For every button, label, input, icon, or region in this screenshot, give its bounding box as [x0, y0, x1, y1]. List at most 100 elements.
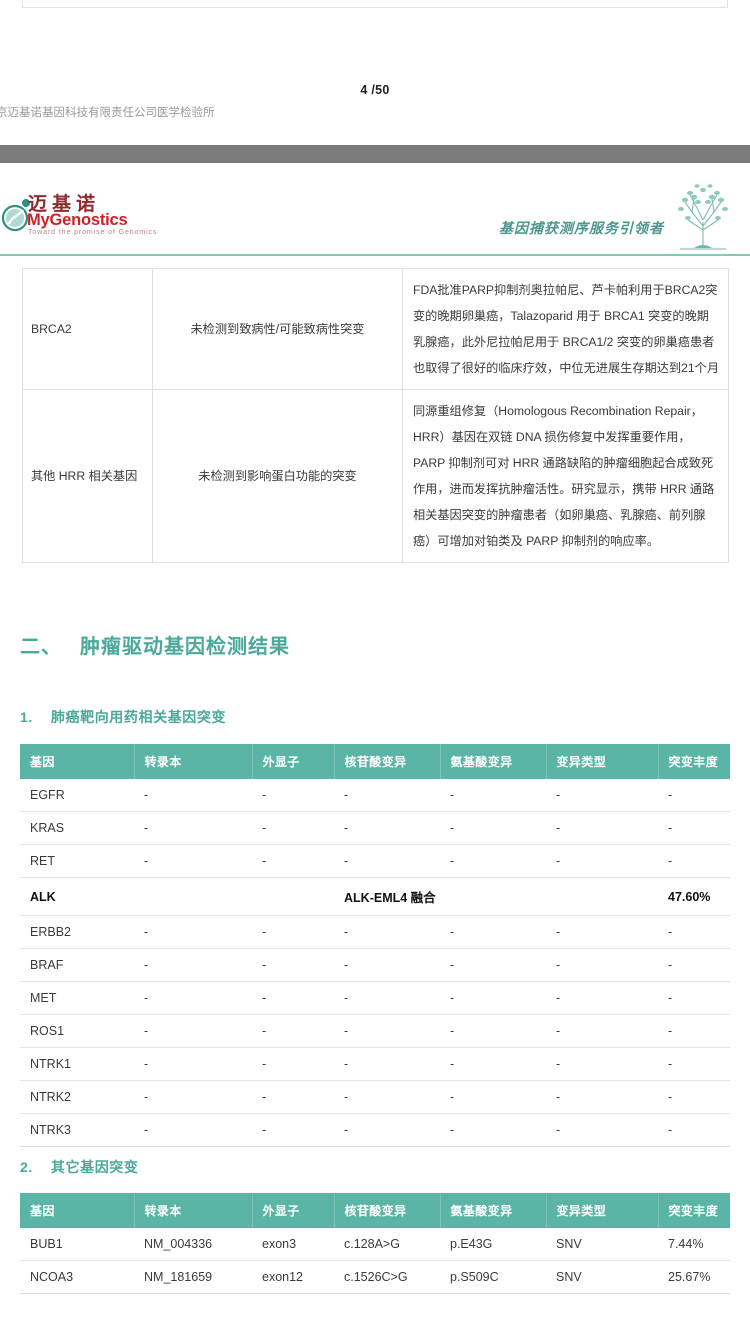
- cell-transcript: -: [134, 1113, 252, 1147]
- cell-amino-acid: -: [440, 981, 546, 1015]
- cell-amino-acid: -: [440, 948, 546, 982]
- section-number: 二、: [20, 636, 62, 658]
- header-divider: [0, 254, 750, 256]
- cell-transcript: -: [134, 844, 252, 878]
- footer-company-name: 京迈基诺基因科技有限责任公司医学检验所: [0, 107, 215, 119]
- cell-variant-type: -: [546, 981, 658, 1015]
- table-row: NCOA3 NM_181659 exon12 c.1526C>G p.S509C…: [20, 1260, 730, 1294]
- cell-nucleotide: -: [334, 1080, 440, 1114]
- cell-vaf: -: [658, 844, 730, 878]
- cell-gene: NTRK3: [20, 1113, 134, 1147]
- cell-gene: NCOA3: [20, 1260, 134, 1294]
- cell-transcript: -: [134, 1047, 252, 1081]
- hrr-gene-name: BRCA2: [22, 268, 153, 390]
- cell-exon: -: [252, 981, 334, 1015]
- cell-transcript: -: [134, 1014, 252, 1048]
- cell-nucleotide: -: [334, 948, 440, 982]
- page-number: 4 /50: [360, 83, 390, 97]
- cell-gene: EGFR: [20, 779, 134, 812]
- column-header-transcript: 转录本: [134, 1193, 253, 1228]
- cell-transcript: NM_181659: [134, 1260, 252, 1294]
- section-heading-two: 二、 肿瘤驱动基因检测结果: [20, 630, 290, 659]
- cell-amino-acid: -: [440, 779, 546, 812]
- cell-amino-acid: p.S509C: [440, 1260, 546, 1294]
- previous-page-tail: 4 /50 京迈基诺基因科技有限责任公司医学检验所: [0, 0, 750, 145]
- cell-exon: -: [252, 948, 334, 982]
- table-row: MET - - - - - -: [20, 981, 730, 1015]
- cell-amino-acid: -: [440, 1014, 546, 1048]
- hrr-gene-result: 未检测到致病性/可能致病性突变: [152, 268, 403, 390]
- other-gene-mutation-table: 基因 转录本 外显子 核苷酸变异 氨基酸变异 变异类型 突变丰度 BUB1 NM…: [20, 1193, 730, 1294]
- company-logo: 迈基诺 MyGenostics Toward the promise of Ge…: [2, 188, 262, 250]
- cell-transcript: [134, 877, 252, 916]
- cell-amino-acid: [440, 877, 546, 916]
- subsection-number: 2.: [20, 1159, 33, 1175]
- cell-variant-type: SNV: [546, 1228, 658, 1261]
- cell-variant-type: -: [546, 915, 658, 949]
- cell-vaf: -: [658, 1047, 730, 1081]
- cell-vaf: -: [658, 1113, 730, 1147]
- table-row: NTRK3 - - - - - -: [20, 1113, 730, 1147]
- report-header: 迈基诺 MyGenostics Toward the promise of Ge…: [0, 180, 750, 258]
- cell-gene: ERBB2: [20, 915, 134, 949]
- cell-gene: ROS1: [20, 1014, 134, 1048]
- logo-english-name: MyGenostics: [27, 211, 128, 229]
- logo-tagline: Toward the promise of Genomics: [28, 229, 158, 236]
- cell-transcript: -: [134, 948, 252, 982]
- circle-person-logo-icon: [2, 199, 30, 232]
- cell-amino-acid: -: [440, 1080, 546, 1114]
- table-row: BRCA2 未检测到致病性/可能致病性突变 FDA批准PARP抑制剂奥拉帕尼、芦…: [22, 268, 729, 390]
- cell-transcript: -: [134, 811, 252, 845]
- column-header-nucleotide: 核苷酸变异: [334, 744, 441, 779]
- cell-variant-type: -: [546, 779, 658, 812]
- cell-exon: -: [252, 915, 334, 949]
- column-header-transcript: 转录本: [134, 744, 253, 779]
- cell-nucleotide: c.1526C>G: [334, 1260, 440, 1294]
- cell-variant-type: -: [546, 811, 658, 845]
- column-header-exon: 外显子: [252, 1193, 335, 1228]
- cell-exon: -: [252, 779, 334, 812]
- hrr-gene-result: 未检测到影响蛋白功能的突变: [152, 389, 403, 563]
- cell-nucleotide: -: [334, 1047, 440, 1081]
- table-row: EGFR - - - - - -: [20, 779, 730, 812]
- table-row: ERBB2 - - - - - -: [20, 915, 730, 949]
- cell-vaf: -: [658, 779, 730, 812]
- column-header-amino-acid: 氨基酸变异: [440, 744, 547, 779]
- cell-vaf: -: [658, 948, 730, 982]
- cell-vaf: -: [658, 1080, 730, 1114]
- cell-gene: ALK: [20, 877, 134, 916]
- cell-vaf: -: [658, 1014, 730, 1048]
- cell-vaf: 25.67%: [658, 1260, 730, 1294]
- cell-variant-type: -: [546, 1080, 658, 1114]
- table-header-row: 基因 转录本 外显子 核苷酸变异 氨基酸变异 变异类型 突变丰度: [20, 1193, 730, 1228]
- cell-exon: -: [252, 1113, 334, 1147]
- cell-nucleotide: -: [334, 844, 440, 878]
- cell-exon: -: [252, 844, 334, 878]
- cell-vaf: -: [658, 811, 730, 845]
- hrr-gene-table: BRCA2 未检测到致病性/可能致病性突变 FDA批准PARP抑制剂奥拉帕尼、芦…: [22, 268, 729, 563]
- cell-gene: MET: [20, 981, 134, 1015]
- cell-amino-acid: p.E43G: [440, 1228, 546, 1261]
- cell-nucleotide: -: [334, 981, 440, 1015]
- cell-variant-type: -: [546, 1113, 658, 1147]
- table-row: 其他 HRR 相关基因 未检测到影响蛋白功能的突变 同源重组修复（Homolog…: [22, 389, 729, 563]
- cell-variant-type: [546, 877, 658, 916]
- cell-gene: NTRK2: [20, 1080, 134, 1114]
- cell-gene: KRAS: [20, 811, 134, 845]
- cell-amino-acid: -: [440, 844, 546, 878]
- cell-exon: -: [252, 1014, 334, 1048]
- subsection-title: 肺癌靶向用药相关基因突变: [50, 709, 227, 725]
- table-row: ROS1 - - - - - -: [20, 1014, 730, 1048]
- column-header-gene: 基因: [20, 1193, 135, 1228]
- cell-vaf: 47.60%: [658, 877, 730, 916]
- cell-amino-acid: -: [440, 1047, 546, 1081]
- table-row: KRAS - - - - - -: [20, 811, 730, 845]
- column-header-exon: 外显子: [252, 744, 335, 779]
- cell-exon: -: [252, 1080, 334, 1114]
- cell-nucleotide: c.128A>G: [334, 1228, 440, 1261]
- column-header-nucleotide: 核苷酸变异: [334, 1193, 441, 1228]
- cell-exon: exon12: [252, 1260, 334, 1294]
- cell-transcript: -: [134, 915, 252, 949]
- cell-transcript: -: [134, 779, 252, 812]
